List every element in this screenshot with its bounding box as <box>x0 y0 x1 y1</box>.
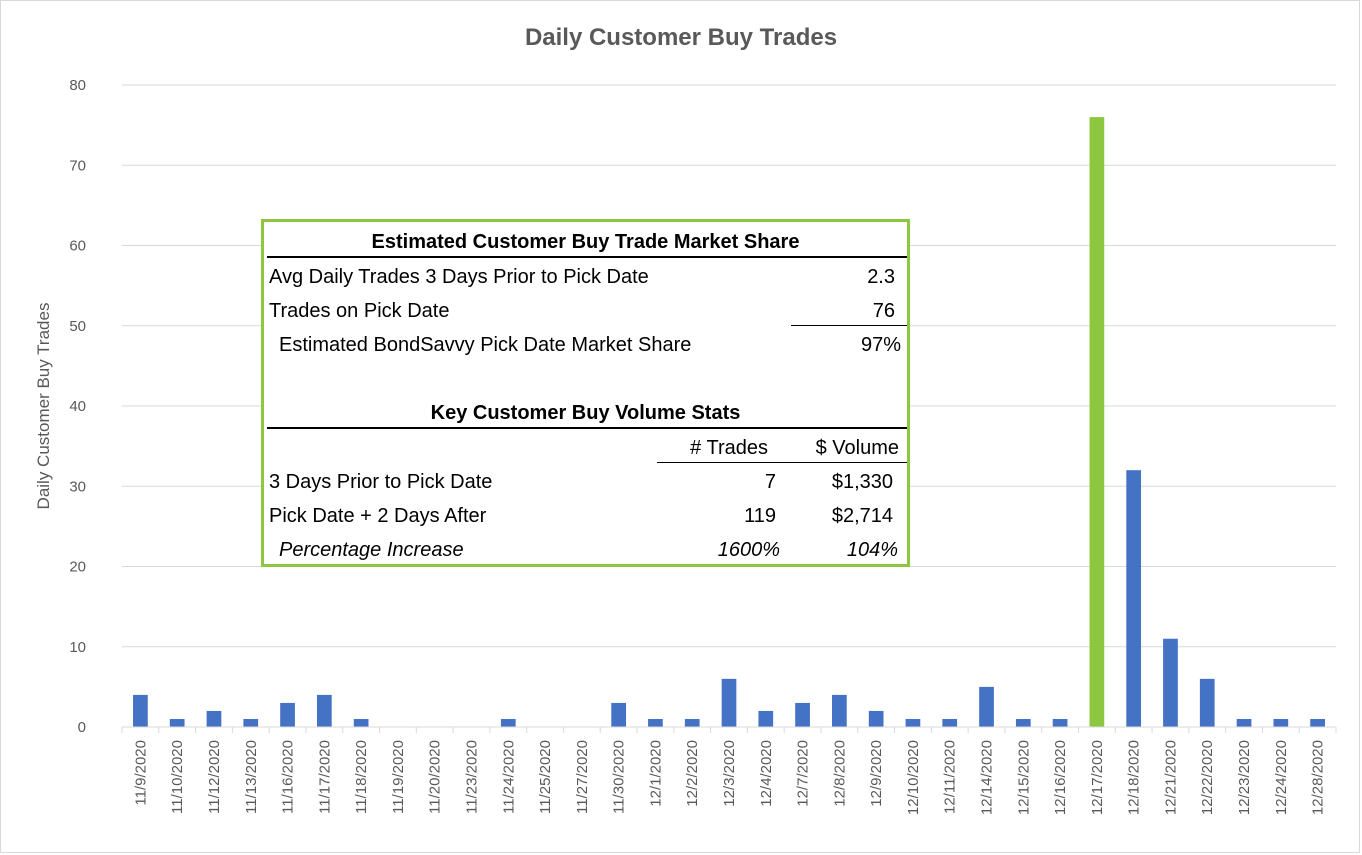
bar <box>1236 718 1252 727</box>
y-tick-label: 80 <box>69 77 86 94</box>
bar <box>1273 718 1289 727</box>
bar <box>942 718 958 727</box>
x-tick-label: 12/11/2020 <box>942 740 959 814</box>
x-tick-label: 12/22/2020 <box>1199 740 1216 815</box>
x-tick-label: 12/28/2020 <box>1310 740 1327 815</box>
col-header-trades: # Trades <box>690 437 768 459</box>
x-tick-label: 12/23/2020 <box>1236 740 1253 815</box>
bar <box>280 702 295 727</box>
y-tick-label: 10 <box>69 639 86 656</box>
bar <box>1199 678 1215 727</box>
bar <box>832 694 847 727</box>
bar <box>243 718 259 727</box>
market-share-value: 97% <box>860 334 901 356</box>
row-after-trades: 119 <box>744 505 776 527</box>
x-tick-label: 12/9/2020 <box>868 740 885 807</box>
bar <box>1310 718 1325 727</box>
bar <box>1052 718 1068 727</box>
row-increase-label: Percentage Increase <box>279 539 464 561</box>
row-prior-label: 3 Days Prior to Pick Date <box>269 471 493 493</box>
x-tick-label: 11/20/2020 <box>427 740 444 814</box>
col-header-rule <box>657 462 907 463</box>
x-tick-label: 11/18/2020 <box>353 740 370 814</box>
bar <box>795 702 810 727</box>
bar <box>206 710 222 727</box>
x-tick-label: 12/24/2020 <box>1273 740 1290 815</box>
bar <box>758 710 774 727</box>
bar <box>905 718 921 727</box>
x-tick-label: 12/1/2020 <box>647 740 664 807</box>
x-tick-label: 12/8/2020 <box>831 740 848 807</box>
x-tick-label: 11/10/2020 <box>169 740 186 814</box>
bar <box>316 694 332 727</box>
row-prior-trades: 7 <box>764 471 776 493</box>
bar <box>868 710 884 727</box>
bar <box>169 718 185 727</box>
row-prior-volume: $1,330 <box>831 471 893 493</box>
x-tick-label: 11/19/2020 <box>390 740 407 814</box>
x-tick-label: 12/16/2020 <box>1052 740 1069 815</box>
x-tick-label: 12/2/2020 <box>684 740 701 807</box>
bar <box>721 678 737 727</box>
avg-daily-trades-label: Avg Daily Trades 3 Days Prior to Pick Da… <box>269 266 649 288</box>
pick-date-trades-value: 76 <box>872 300 895 322</box>
avg-daily-trades-value: 2.3 <box>867 266 895 288</box>
y-tick-label: 50 <box>69 318 86 335</box>
bar <box>1126 470 1142 727</box>
x-tick-label: 12/17/2020 <box>1089 740 1106 815</box>
bar <box>648 718 663 727</box>
chart-title: Daily Customer Buy Trades <box>524 24 838 51</box>
x-tick-label: 11/13/2020 <box>243 740 260 814</box>
x-tick-label: 12/7/2020 <box>795 740 812 807</box>
x-tick-label: 12/18/2020 <box>1126 740 1143 815</box>
bar <box>684 718 700 727</box>
x-tick-label: 11/12/2020 <box>206 740 223 814</box>
y-tick-label: 40 <box>69 398 86 415</box>
bar <box>1163 638 1178 727</box>
y-tick-label: 30 <box>69 478 86 495</box>
bar <box>1015 718 1031 727</box>
row-after-volume: $2,714 <box>831 505 893 527</box>
volume-stats-title-rule <box>267 427 907 429</box>
x-tick-label: 12/21/2020 <box>1162 740 1179 815</box>
y-tick-label: 60 <box>69 238 86 255</box>
x-tick-label: 12/3/2020 <box>721 740 738 807</box>
bar <box>611 702 626 727</box>
x-tick-label: 11/25/2020 <box>537 740 554 814</box>
volume-stats-title: Key Customer Buy Volume Stats <box>430 402 741 424</box>
bar <box>133 694 148 727</box>
x-tick-label: 11/24/2020 <box>500 740 517 814</box>
x-tick-label: 11/27/2020 <box>574 740 591 814</box>
col-header-volume: $ Volume <box>815 437 899 459</box>
sum-rule <box>791 325 907 326</box>
stats-box: Estimated Customer Buy Trade Market Shar… <box>261 219 910 567</box>
row-increase-volume: 104% <box>846 539 898 561</box>
x-tick-label: 11/30/2020 <box>611 740 628 814</box>
x-tick-label: 11/9/2020 <box>132 740 149 806</box>
market-share-label: Estimated BondSavvy Pick Date Market Sha… <box>279 334 692 356</box>
x-tick-label: 12/15/2020 <box>1015 740 1032 815</box>
y-tick-label: 70 <box>69 157 86 174</box>
bar <box>979 686 994 727</box>
market-share-title-rule <box>267 256 907 258</box>
bar <box>500 718 516 727</box>
y-tick-label: 0 <box>78 719 86 736</box>
pick-date-trades-label: Trades on Pick Date <box>269 300 450 322</box>
bar <box>1089 117 1105 728</box>
x-tick-label: 12/4/2020 <box>758 740 775 807</box>
x-tick-label: 11/23/2020 <box>463 740 480 814</box>
bar <box>353 718 369 727</box>
row-after-label: Pick Date + 2 Days After <box>269 505 487 527</box>
x-tick-label: 12/14/2020 <box>979 740 996 815</box>
market-share-title: Estimated Customer Buy Trade Market Shar… <box>371 231 800 253</box>
row-increase-trades: 1600% <box>717 539 780 561</box>
x-tick-label: 12/10/2020 <box>905 740 922 815</box>
x-tick-label: 11/17/2020 <box>316 740 333 814</box>
x-tick-label: 11/16/2020 <box>280 740 297 814</box>
y-tick-label: 20 <box>69 559 86 576</box>
